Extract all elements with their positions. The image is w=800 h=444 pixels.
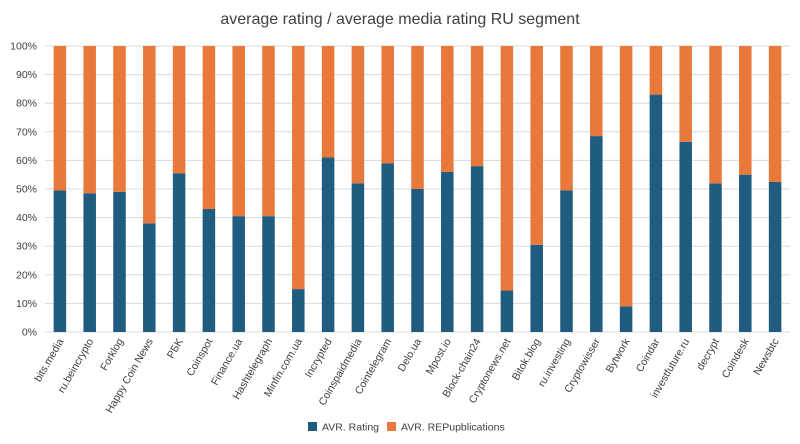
bar-avr-rating: [649, 94, 663, 333]
bar-avr-rating: [292, 289, 305, 332]
bar-avr-republications: [292, 46, 305, 290]
bar-avr-republications: [83, 46, 96, 194]
bar-avr-republications: [381, 46, 394, 164]
bar-avr-rating: [53, 190, 67, 332]
x-category-label: Coindar: [634, 336, 663, 374]
y-tick-label: 20%: [16, 269, 37, 281]
x-category-label: decrypt: [694, 336, 722, 372]
chart-title: average rating / average media rating RU…: [220, 11, 580, 28]
bar-avr-rating: [113, 191, 126, 332]
bar-avr-republications: [202, 46, 216, 210]
y-tick-label: 40%: [16, 212, 37, 224]
y-tick-label: 50%: [16, 184, 37, 196]
x-category-label: Coinspot: [184, 336, 215, 378]
bar-avr-republications: [321, 46, 335, 158]
bar-avr-rating: [709, 183, 722, 332]
bar-avr-rating: [679, 141, 692, 332]
bar-avr-republications: [172, 46, 186, 174]
legend-label-avr-rating: AVR. Rating: [322, 422, 379, 434]
bar-avr-rating: [321, 157, 335, 332]
bar-avr-rating: [83, 193, 96, 332]
bar-avr-rating: [202, 209, 216, 332]
bar-avr-republications: [232, 46, 245, 217]
bar-avr-republications: [500, 46, 514, 291]
bar-avr-republications: [739, 46, 752, 175]
bar-avr-rating: [143, 223, 156, 332]
bar-avr-republications: [441, 46, 454, 172]
bar-avr-republications: [530, 46, 543, 245]
bar-avr-republications: [649, 46, 663, 95]
x-category-label: PБK: [165, 337, 186, 361]
bar-avr-republications: [560, 46, 573, 191]
y-tick-label: 70%: [16, 126, 37, 138]
bar-avr-republications: [619, 46, 633, 307]
bar-avr-rating: [441, 171, 454, 332]
bar-avr-rating: [739, 174, 752, 332]
bar-avr-rating: [470, 166, 484, 332]
bar-avr-rating: [530, 244, 543, 332]
x-category-label: Incrypted: [303, 336, 335, 380]
bar-avr-republications: [679, 46, 692, 142]
bar-avr-rating: [262, 216, 275, 332]
x-category-label: Newsbtc: [751, 337, 782, 378]
bar-avr-republications: [351, 46, 365, 184]
bar-avr-rating: [500, 290, 514, 332]
bar-avr-republications: [53, 46, 67, 191]
bar-avr-republications: [590, 46, 603, 137]
legend: AVR. Rating AVR. REPupblications: [308, 422, 505, 434]
x-category-label: Coindesk: [720, 336, 753, 381]
y-tick-label: 10%: [16, 298, 37, 310]
y-tick-label: 30%: [16, 241, 37, 253]
y-tick-label: 0%: [22, 327, 37, 339]
bar-avr-republications: [768, 46, 782, 182]
bar-avr-rating: [590, 136, 603, 332]
bar-avr-rating: [560, 190, 573, 332]
x-category-label: Delo.ua: [396, 336, 425, 373]
bar-avr-rating: [232, 216, 245, 332]
bar-avr-rating: [172, 173, 186, 332]
x-category-label: Bitok.blog: [510, 336, 544, 382]
bar-avr-republications: [411, 46, 424, 189]
bar-avr-republications: [470, 46, 484, 167]
x-category-label: Mpost.io: [424, 336, 454, 377]
x-category-label: Forklog: [98, 336, 126, 372]
bar-avr-rating: [768, 181, 782, 332]
legend-swatch-avr-republications: [387, 422, 396, 431]
y-tick-label: 80%: [16, 98, 37, 110]
bar-avr-republications: [113, 46, 126, 192]
bar-avr-rating: [381, 163, 394, 332]
x-category-label: Bytwork: [604, 336, 633, 375]
y-tick-label: 90%: [16, 69, 37, 81]
bar-avr-republications: [143, 46, 156, 224]
legend-swatch-avr-rating: [308, 422, 317, 431]
legend-label-avr-republications: AVR. REPupblications: [401, 422, 505, 434]
bar-avr-republications: [709, 46, 722, 184]
bar-avr-republications: [262, 46, 275, 217]
bars: [53, 46, 782, 333]
x-category-label: bits.media: [32, 336, 66, 384]
y-tick-label: 60%: [16, 155, 37, 167]
bar-avr-rating: [619, 306, 633, 332]
y-axis-ticks: 0% 10% 20% 30% 40% 50% 60% 70% 80% 90% 100%: [10, 41, 37, 339]
bar-avr-rating: [351, 183, 365, 332]
y-tick-label: 100%: [10, 41, 37, 53]
bar-avr-rating: [411, 189, 424, 332]
